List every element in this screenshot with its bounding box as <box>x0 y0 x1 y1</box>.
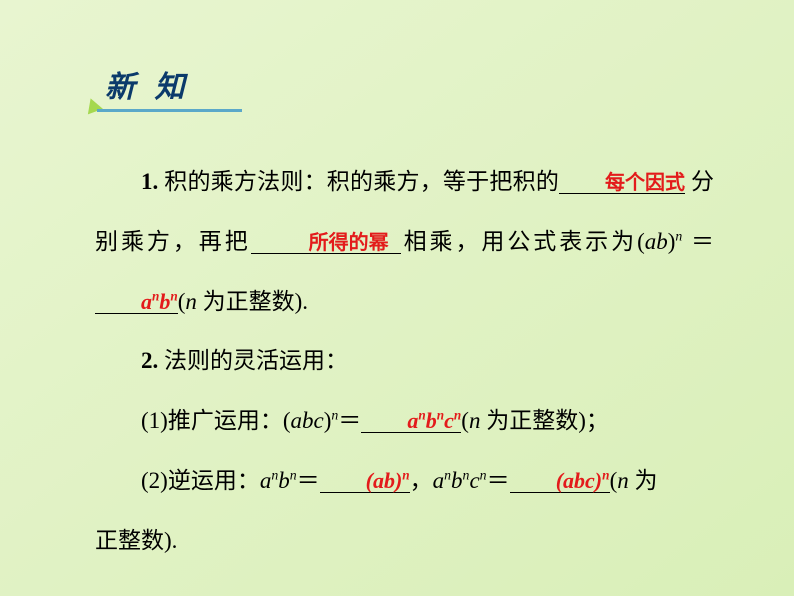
equals-1: ＝ <box>691 229 714 254</box>
item-1-text-d: (n 为正整数). <box>178 289 308 314</box>
blank-4: anbncn <box>361 409 461 433</box>
blank-2: 所得的幂 <box>251 230 401 254</box>
sub1-label: (1)推广运用：( <box>141 408 290 433</box>
sub2-eq1: ＝ <box>297 468 320 493</box>
item-2-sub2: (2)逆运用：anbn＝(ab)n，anbncn＝(abc)n(n 为 正整数)… <box>95 451 714 571</box>
sub2-lhs2: anbncn <box>433 468 487 493</box>
close-paren-n: )n <box>668 229 683 254</box>
item-1-number: 1. <box>141 169 158 194</box>
blank-2-answer: 所得的幂 <box>309 232 389 254</box>
item-2-text: 法则的灵活运用： <box>164 348 348 373</box>
item-1-text-c: 相乘，用公式表示为( <box>401 229 645 254</box>
formula-ab: ab <box>645 229 668 254</box>
blank-6: (abc)n <box>510 469 610 493</box>
section-title: 新 知 <box>105 71 191 104</box>
blank-1: 每个因式 <box>559 170 685 194</box>
sub2-end: (n 为 <box>610 468 658 493</box>
sub1-close: )n <box>324 408 339 433</box>
item-1-text-a: 积的乘方法则：积的乘方，等于把积的 <box>164 169 559 194</box>
blank-3: anbn <box>95 289 178 313</box>
sub2-end-2: 正整数). <box>95 511 177 571</box>
title-bg: 新 知 <box>105 62 191 106</box>
sub1-formula: abc <box>290 408 323 433</box>
sub2-lhs1: anbn <box>260 468 297 493</box>
blank-6-answer: (abc)n <box>556 468 610 493</box>
sub2-mid: ， <box>410 468 433 493</box>
content-area: 1. 积的乘方法则：积的乘方，等于把积的每个因式 分别乘方，再把所得的幂相乘，用… <box>95 152 714 571</box>
item-2-sub1: (1)推广运用：(abc)n＝ anbncn(n 为正整数)； <box>95 391 714 451</box>
blank-3-answer: anbn <box>141 289 178 314</box>
slide: 新 知 1. 积的乘方法则：积的乘方，等于把积的每个因式 分别乘方，再把所得的幂… <box>0 0 794 596</box>
item-2-number: 2. <box>141 348 158 373</box>
sub2-label: (2)逆运用： <box>141 468 260 493</box>
blank-5-answer: (ab)n <box>366 468 410 493</box>
sub1-end-text: 为正整数)； <box>486 408 609 433</box>
item-1: 1. 积的乘方法则：积的乘方，等于把积的每个因式 分别乘方，再把所得的幂相乘，用… <box>95 152 714 331</box>
sub1-eq: ＝ <box>338 408 361 433</box>
blank-5: (ab)n <box>320 469 410 493</box>
blank-4-answer: anbncn <box>407 408 461 433</box>
sub2-eq2: ＝ <box>487 468 510 493</box>
blank-1-answer: 每个因式 <box>605 172 685 194</box>
item-2: 2. 法则的灵活运用： <box>95 331 714 391</box>
section-title-block: 新 知 <box>105 62 191 106</box>
title-underline <box>97 109 242 112</box>
sub1-end: (n 为正整数)； <box>461 408 609 433</box>
item-1-end: 为正整数). <box>203 289 308 314</box>
